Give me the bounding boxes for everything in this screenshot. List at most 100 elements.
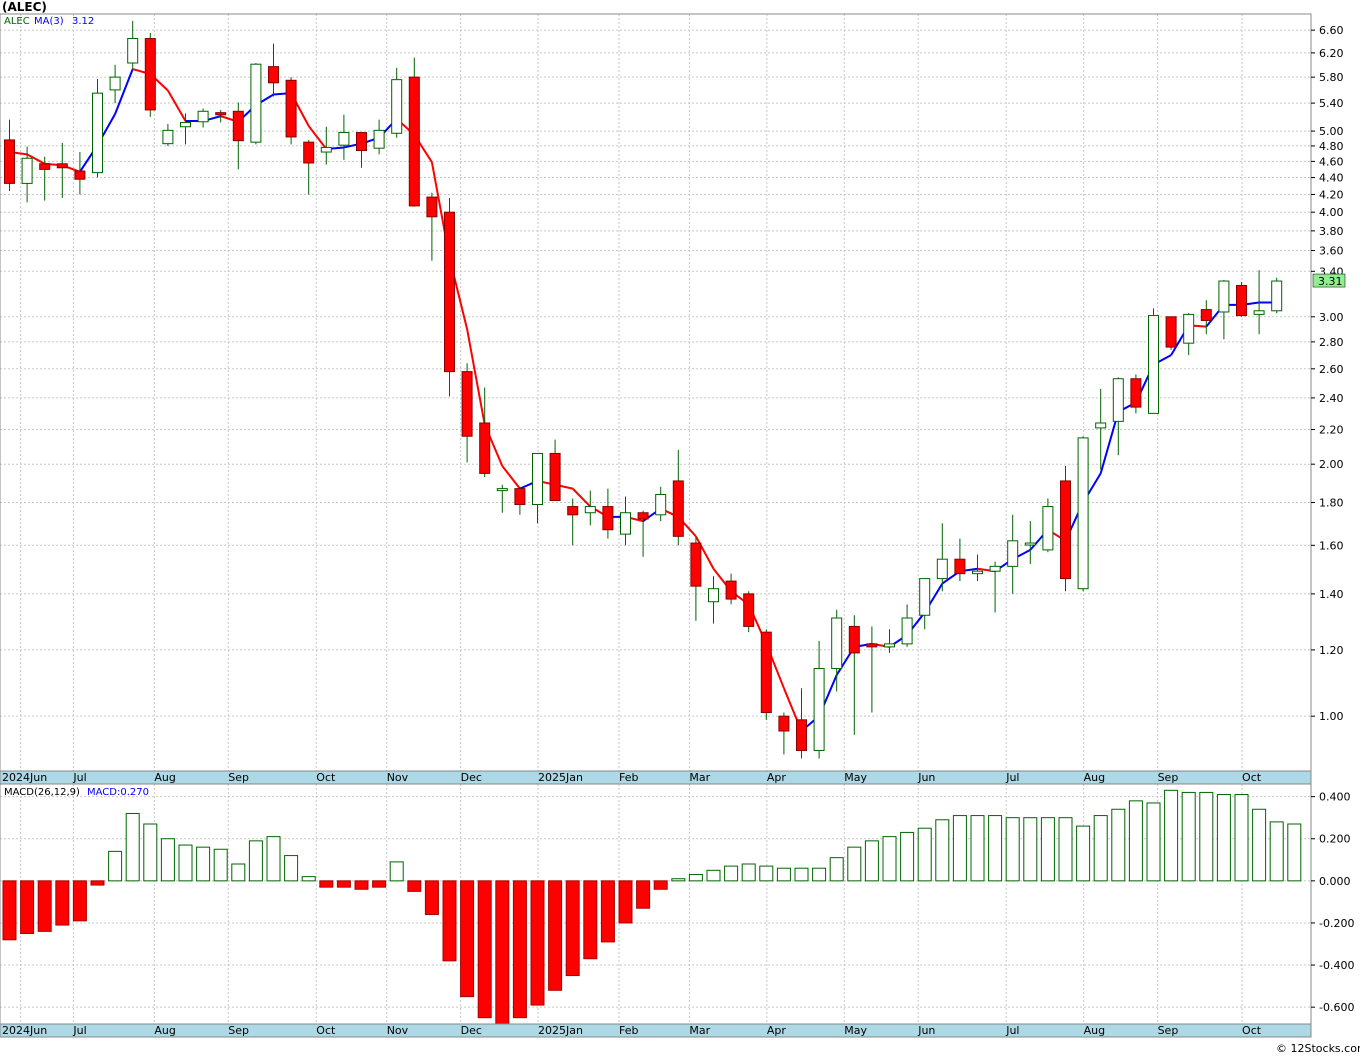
x-axis-top: 2024Jun Jul Aug Sep Oct Nov Dec 2025Jan Feb Mar Ap… xyxy=(2,771,1262,784)
candle xyxy=(831,609,843,692)
price-tick-label: 4.20 xyxy=(1319,188,1344,201)
macd-bar xyxy=(618,880,633,924)
x-tick-label: Oct xyxy=(316,771,336,784)
ma3-segment xyxy=(167,90,187,122)
candle-body xyxy=(426,196,438,218)
candle xyxy=(1165,316,1177,350)
price-tick-label: 1.20 xyxy=(1319,644,1344,657)
candle-body xyxy=(391,79,403,134)
candle xyxy=(954,538,966,582)
macd-bar xyxy=(1269,821,1284,882)
macd-bar xyxy=(688,874,703,882)
x-tick-label: Mar xyxy=(689,1024,710,1037)
price-tick-label: 5.80 xyxy=(1319,71,1344,84)
x-tick-label: Apr xyxy=(767,771,787,784)
macd-bar xyxy=(354,880,369,890)
candle-body xyxy=(672,480,684,537)
macd-bar xyxy=(477,880,492,1019)
x-tick-label: Apr xyxy=(767,1024,787,1037)
macd-bar xyxy=(372,880,387,888)
macd-bar xyxy=(2,880,17,941)
candle xyxy=(21,146,33,203)
x-tick-label: Jul xyxy=(1005,771,1019,784)
macd-bar xyxy=(248,840,263,882)
candle-body xyxy=(637,512,649,520)
candle xyxy=(1042,498,1054,553)
macd-bar xyxy=(1093,815,1108,882)
x-tick-label: Sep xyxy=(228,1024,249,1037)
candle xyxy=(1007,514,1019,594)
candle xyxy=(743,591,755,633)
candle-body xyxy=(954,558,966,575)
candle xyxy=(1253,270,1265,335)
macd-bar xyxy=(900,831,915,882)
candle-body xyxy=(690,542,702,587)
candle-body xyxy=(197,110,209,123)
price-tick-label: 4.60 xyxy=(1319,155,1344,168)
candle xyxy=(1077,436,1089,592)
candle-body xyxy=(320,146,332,153)
x-tick-label: 2025Jan xyxy=(538,771,583,784)
candle xyxy=(672,449,684,546)
macd-bar xyxy=(706,869,721,882)
macd-bar xyxy=(988,815,1003,882)
candle xyxy=(268,43,279,97)
candle xyxy=(690,536,702,621)
candle xyxy=(74,152,86,195)
candle-body xyxy=(479,422,491,474)
candle-body xyxy=(532,452,543,506)
candle-body xyxy=(919,578,931,616)
macd-bar xyxy=(55,880,70,926)
candle xyxy=(356,131,367,168)
candle-body xyxy=(408,76,420,207)
x-tick-label: 2024Jun xyxy=(2,1024,47,1037)
candle xyxy=(162,123,174,146)
macd-bar xyxy=(160,838,175,882)
price-tick-label: 3.80 xyxy=(1319,225,1344,238)
price-y-axis: 1.00 1.20 1.40 1.60 1.80 2.00 2.20 2.40 2.60 2.80… xyxy=(1311,24,1344,723)
macd-bar xyxy=(37,880,52,932)
candle xyxy=(778,712,790,755)
candle xyxy=(1200,300,1212,335)
x-tick-label: Jul xyxy=(1005,1024,1019,1037)
candle xyxy=(109,64,121,104)
ma3-segment xyxy=(26,153,46,165)
candle-body xyxy=(1165,316,1177,348)
legend-series: ALEC xyxy=(4,16,30,27)
macd-bar xyxy=(583,880,598,960)
candle-body xyxy=(338,132,350,146)
candle-body xyxy=(936,558,948,580)
candle xyxy=(391,67,403,138)
macd-bar xyxy=(20,880,35,934)
x-axis-band-top xyxy=(0,770,1312,785)
x-tick-label: Sep xyxy=(228,771,249,784)
candle xyxy=(56,142,68,198)
candle xyxy=(1130,374,1142,414)
macd-bar xyxy=(1040,817,1055,882)
candle-body xyxy=(1218,280,1230,313)
chart-title: (ALEC) xyxy=(2,0,47,14)
candle-body xyxy=(144,38,156,111)
macd-bar xyxy=(1076,825,1091,882)
candle xyxy=(461,363,473,463)
ma3-segment xyxy=(466,328,486,425)
x-tick-label: Feb xyxy=(619,1024,638,1037)
candle-body xyxy=(4,139,15,184)
candle xyxy=(725,573,737,605)
candle-body xyxy=(180,121,191,128)
price-tick-label: 3.00 xyxy=(1319,311,1344,324)
macd-bar xyxy=(424,880,439,916)
macd-bar xyxy=(196,846,211,882)
macd-tick-label: -0.600 xyxy=(1319,1001,1354,1014)
macd-bar xyxy=(724,865,739,882)
candle xyxy=(602,488,614,539)
macd-bar xyxy=(301,876,316,882)
candle xyxy=(285,77,297,145)
macd-bar xyxy=(935,819,950,882)
candle xyxy=(708,576,719,624)
candle xyxy=(584,490,596,526)
macd-bar xyxy=(776,867,791,882)
last-price-label: 3.31 xyxy=(1318,275,1343,288)
macd-bar xyxy=(548,880,563,991)
price-tick-label: 2.20 xyxy=(1319,424,1344,437)
